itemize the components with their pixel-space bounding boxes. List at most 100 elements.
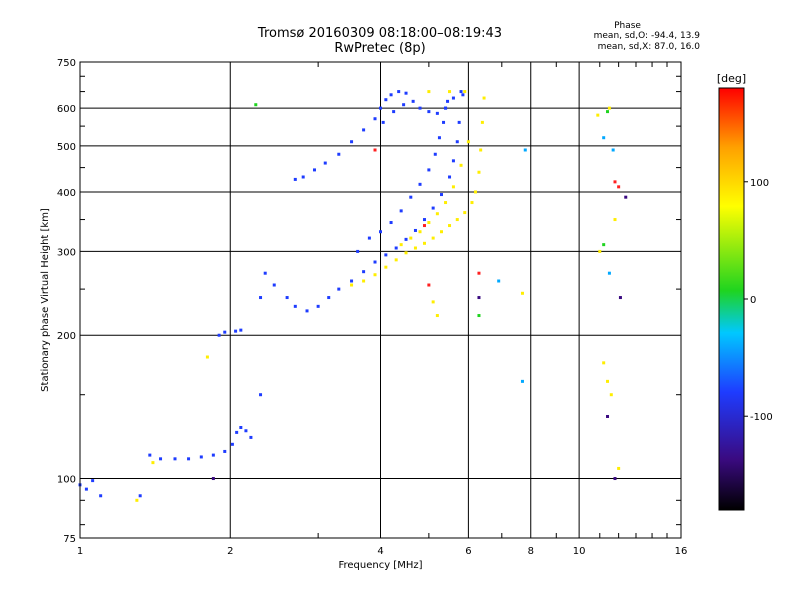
data-point-O [148, 453, 152, 457]
x-tick-label: 8 [528, 546, 534, 557]
data-point-X [479, 148, 483, 152]
data-point-X [435, 314, 439, 318]
data-point-O [381, 120, 385, 124]
data-point-O [457, 120, 461, 124]
data-point-O [259, 393, 263, 397]
data-point-O [230, 442, 234, 446]
data-point-O [91, 479, 95, 483]
data-point-O [379, 230, 382, 234]
data-point-X [151, 461, 155, 465]
data-point-O [323, 161, 327, 165]
data-point-O [285, 296, 289, 300]
grid [80, 62, 681, 538]
y-tick-label: 500 [57, 142, 76, 153]
data-point-O [397, 90, 401, 94]
colorbar: [deg] 100 0 -100 [717, 72, 773, 511]
data-point-other [624, 195, 628, 199]
data-point-O [199, 455, 203, 459]
data-point-X [444, 201, 448, 205]
data-point-X [448, 224, 452, 228]
chart-subtitle: RwPretec (8p) [334, 41, 426, 56]
data-point-other [497, 279, 501, 283]
data-point-X [404, 251, 408, 255]
data-point-O [399, 209, 403, 213]
data-point-X [482, 96, 486, 100]
data-point-O [384, 98, 388, 102]
data-point-O [327, 296, 331, 300]
data-point-X [606, 379, 610, 383]
data-point-O [272, 283, 276, 287]
data-point-O [394, 246, 398, 250]
plot-frame [79, 61, 682, 539]
y-tick-label: 75 [63, 534, 76, 545]
data-point-other [373, 148, 377, 152]
x-tick-label: 2 [227, 546, 233, 557]
colorbar-gradient [718, 87, 745, 511]
data-point-other [422, 224, 426, 228]
data-point-other [607, 271, 611, 275]
chart-title: Tromsø 20160309 08:18:00–08:19:43 [257, 26, 503, 41]
data-point-X [362, 279, 366, 283]
data-point-O [446, 99, 450, 103]
data-point-O [350, 279, 354, 283]
y-tick-label: 600 [57, 104, 76, 115]
data-point-O [409, 195, 413, 199]
colorbar-label: [deg] [717, 72, 746, 85]
data-point-X [480, 120, 484, 124]
colorbar-tick-label: 100 [750, 178, 769, 189]
data-point-X [440, 230, 444, 234]
data-point-O [362, 128, 366, 132]
data-point-X [520, 291, 524, 295]
data-point-X [205, 355, 209, 359]
data-point-X [473, 190, 477, 194]
data-point-X [463, 211, 467, 215]
data-point-O [293, 304, 297, 308]
data-point-X [617, 466, 621, 470]
data-point-X [455, 218, 459, 222]
y-tick-label: 100 [57, 475, 76, 486]
colorbar-tick-label: -100 [750, 412, 773, 423]
data-point-X [413, 246, 417, 250]
data-point-O [337, 287, 341, 291]
data-point-other [211, 477, 215, 481]
data-point-other [427, 283, 431, 287]
data-point-O [249, 435, 253, 439]
data-point-O [350, 140, 354, 144]
data-point-X [451, 185, 455, 189]
data-point-O [413, 228, 417, 232]
phase-heading: Phase [614, 21, 641, 31]
data-point-O [187, 457, 191, 461]
data-point-O [173, 457, 177, 461]
data-point-X [470, 201, 474, 205]
data-point-O [362, 270, 366, 274]
x-tick-label: 16 [675, 546, 688, 557]
x-axis-label: Frequency [MHz] [338, 560, 422, 571]
data-point-O [244, 429, 248, 433]
data-point-other [254, 103, 258, 107]
data-point-other [602, 136, 606, 140]
data-point-X [607, 106, 611, 110]
x-tick-label: 6 [465, 546, 471, 557]
data-point-other [613, 477, 617, 481]
data-point-X [463, 90, 467, 94]
data-point-O [461, 93, 465, 97]
data-point-X [394, 258, 398, 262]
data-point-O [431, 206, 435, 210]
data-point-O [379, 106, 382, 110]
data-point-other [613, 180, 617, 184]
x-tick-label: 1 [77, 546, 83, 557]
data-point-O [305, 309, 309, 313]
y-tick-label: 200 [57, 331, 76, 342]
data-point-X [459, 163, 463, 167]
data-point-other [477, 314, 481, 318]
data-point-other [602, 243, 606, 247]
y-tick-label: 400 [57, 188, 76, 199]
data-point-O [442, 120, 446, 124]
data-point-X [466, 140, 470, 144]
data-point-O [217, 333, 221, 337]
data-point-O [84, 487, 88, 491]
y-tick-label: 750 [57, 58, 76, 69]
data-point-O [389, 93, 393, 97]
data-point-O [293, 177, 297, 181]
